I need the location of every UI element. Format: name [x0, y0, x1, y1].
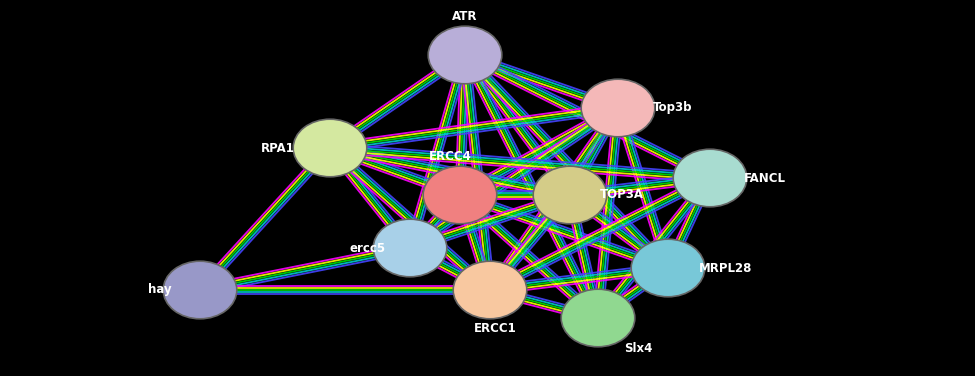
Ellipse shape — [423, 166, 497, 224]
Text: MRPL28: MRPL28 — [699, 261, 753, 274]
Ellipse shape — [533, 166, 606, 224]
Text: Top3b: Top3b — [653, 102, 693, 115]
Text: ERCC4: ERCC4 — [429, 150, 472, 164]
Text: hay: hay — [148, 284, 172, 297]
Text: FANCL: FANCL — [744, 171, 786, 185]
Ellipse shape — [581, 79, 655, 137]
Text: RPA1: RPA1 — [261, 141, 294, 155]
Text: Slx4: Slx4 — [624, 341, 652, 355]
Ellipse shape — [673, 149, 747, 207]
Ellipse shape — [163, 261, 237, 319]
Text: TOP3A: TOP3A — [600, 188, 644, 202]
Text: ATR: ATR — [452, 11, 478, 23]
Ellipse shape — [562, 289, 635, 347]
Ellipse shape — [428, 26, 502, 84]
Ellipse shape — [453, 261, 526, 319]
Text: ERCC1: ERCC1 — [474, 321, 517, 335]
Ellipse shape — [373, 219, 447, 277]
Text: ercc5: ercc5 — [350, 241, 386, 255]
Ellipse shape — [631, 239, 705, 297]
Ellipse shape — [293, 119, 367, 177]
